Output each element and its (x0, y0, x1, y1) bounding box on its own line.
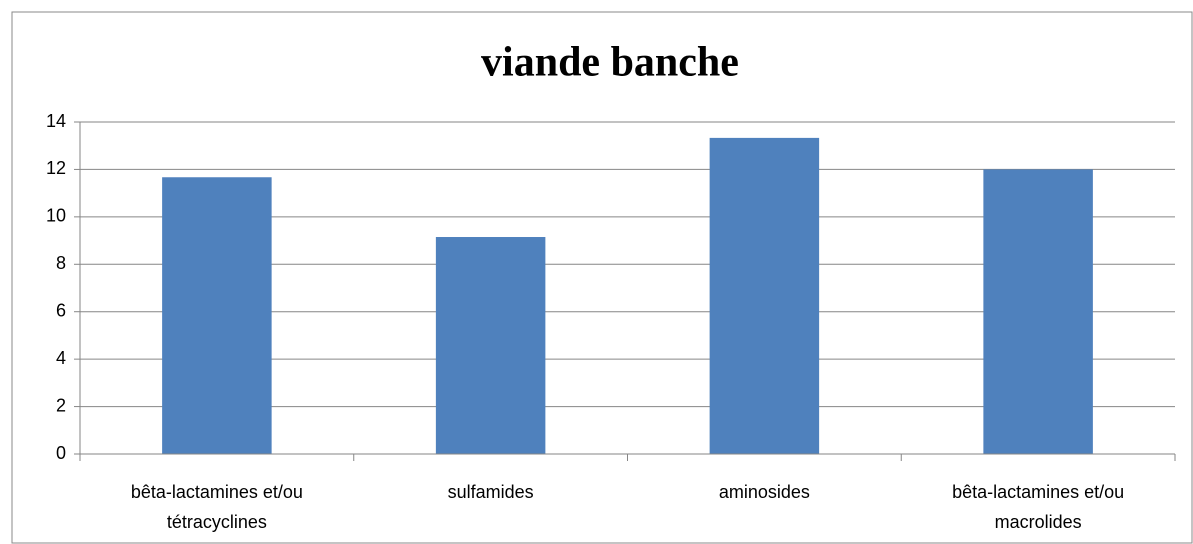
chart-border (11, 11, 1193, 544)
y-tick-label: 6 (56, 300, 66, 320)
bar (162, 177, 272, 455)
y-tick-label: 10 (46, 206, 66, 226)
y-tick-label: 4 (56, 348, 66, 368)
y-tick-label: 12 (46, 158, 66, 178)
y-tick-label: 14 (46, 111, 66, 131)
bar (709, 137, 820, 455)
chart-title: viande banche (481, 40, 739, 86)
x-tick-label: aminosides (718, 482, 810, 502)
y-tick-label: 2 (56, 395, 66, 415)
y-tick-label: 8 (56, 253, 66, 273)
y-tick-label: 0 (56, 443, 66, 463)
x-tick-label: sulfamides (447, 482, 534, 502)
x-tick-label: bêta-lactamines et/ou macrolides (952, 482, 1125, 532)
bar (435, 237, 546, 454)
x-tick-label: bêta-lactamines et/ou tétracyclines (130, 482, 303, 532)
bar (983, 169, 1093, 454)
